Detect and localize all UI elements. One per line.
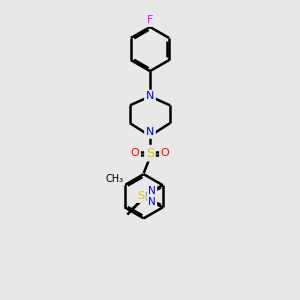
- Text: F: F: [147, 15, 153, 25]
- Text: O: O: [130, 148, 139, 158]
- Text: N: N: [146, 92, 154, 101]
- Text: S: S: [146, 147, 154, 160]
- Text: S: S: [137, 191, 144, 201]
- Text: N: N: [146, 127, 154, 137]
- Text: O: O: [161, 148, 170, 158]
- Text: N: N: [148, 197, 156, 207]
- Text: N: N: [148, 186, 156, 196]
- Text: CH₃: CH₃: [106, 174, 124, 184]
